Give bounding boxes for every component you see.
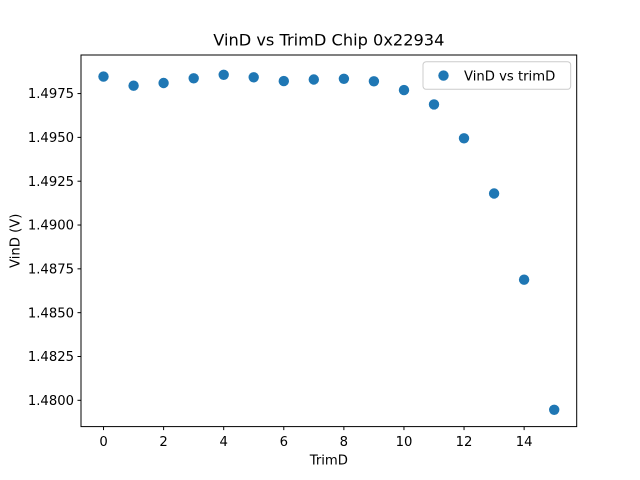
data-point: [188, 73, 199, 84]
data-point: [248, 72, 259, 83]
data-point: [128, 80, 139, 91]
chart-title: VinD vs TrimD Chip 0x22934: [213, 31, 444, 50]
data-point: [308, 74, 319, 85]
x-axis-label: TrimD: [309, 454, 348, 469]
x-tick-label: 14: [516, 435, 533, 450]
y-tick-label: 1.4950: [28, 131, 74, 146]
plot-frame: [80, 54, 578, 428]
x-tick-label: 12: [456, 435, 473, 450]
data-point: [158, 77, 169, 89]
plot-spines: [80, 54, 578, 428]
data-point: [428, 99, 440, 110]
y-tick-label: 1.4850: [28, 306, 74, 321]
data-point: [338, 73, 350, 85]
x-tick-label: 6: [280, 435, 288, 450]
y-tick-label: 1.4975: [28, 87, 74, 102]
data-point: [518, 274, 530, 285]
legend: VinD vs trimD: [422, 61, 572, 90]
y-tick-label: 1.4800: [28, 394, 74, 409]
data-point: [458, 133, 470, 144]
y-tick-label: 1.4825: [28, 350, 74, 365]
data-point: [549, 404, 560, 415]
data-points: [98, 69, 560, 415]
legend-marker-icon: [438, 70, 449, 81]
data-point: [98, 71, 109, 82]
y-axis-label: VinD (V): [9, 214, 24, 268]
x-tick-label: 4: [220, 435, 228, 450]
y-tick-label: 1.4900: [28, 219, 74, 234]
data-point: [368, 76, 380, 87]
x-tick-label: 0: [99, 435, 107, 450]
axis-ticks: 0 2 4 6 8 10 12 14 1.4800 1.4825 1.4850 1.4875 1.490…: [28, 87, 533, 450]
y-tick-label: 1.4925: [28, 175, 74, 190]
data-point: [488, 188, 500, 199]
x-tick-label: 2: [159, 435, 167, 450]
x-tick-label: 8: [340, 435, 348, 450]
x-tick-label: 10: [396, 435, 413, 450]
legend-label: VinD vs trimD: [464, 69, 555, 84]
data-point: [218, 69, 229, 81]
data-point: [398, 84, 410, 96]
data-point: [278, 75, 289, 87]
y-tick-label: 1.4875: [28, 262, 74, 277]
legend-box: [422, 61, 572, 90]
